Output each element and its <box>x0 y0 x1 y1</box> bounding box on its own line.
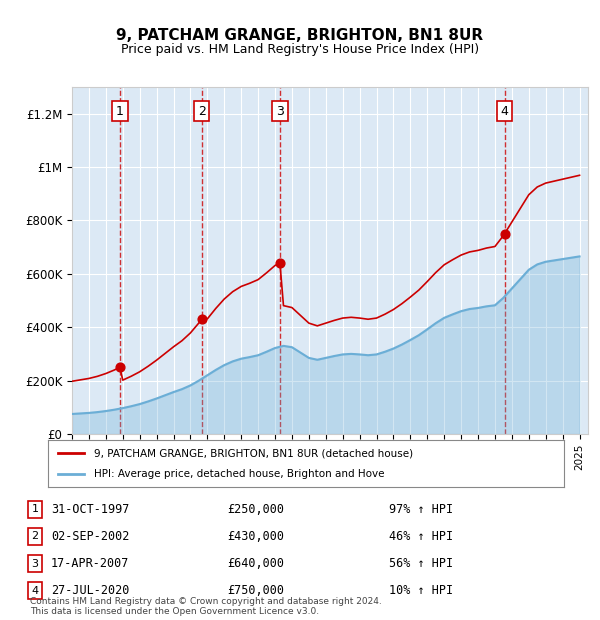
Text: 2: 2 <box>198 105 206 118</box>
Text: 1: 1 <box>32 504 38 515</box>
Text: £750,000: £750,000 <box>227 584 284 597</box>
Text: 10% ↑ HPI: 10% ↑ HPI <box>389 584 454 597</box>
Text: 2: 2 <box>31 531 38 541</box>
Text: Contains HM Land Registry data © Crown copyright and database right 2024.: Contains HM Land Registry data © Crown c… <box>30 598 382 606</box>
Text: 02-SEP-2002: 02-SEP-2002 <box>51 530 130 543</box>
Text: £640,000: £640,000 <box>227 557 284 570</box>
Text: £250,000: £250,000 <box>227 503 284 516</box>
Text: This data is licensed under the Open Government Licence v3.0.: This data is licensed under the Open Gov… <box>30 607 319 616</box>
Text: 27-JUL-2020: 27-JUL-2020 <box>51 584 130 597</box>
Text: £430,000: £430,000 <box>227 530 284 543</box>
Point <box>275 258 285 268</box>
Text: 17-APR-2007: 17-APR-2007 <box>51 557 130 570</box>
Text: 1: 1 <box>116 105 124 118</box>
Text: Price paid vs. HM Land Registry's House Price Index (HPI): Price paid vs. HM Land Registry's House … <box>121 43 479 56</box>
Text: 56% ↑ HPI: 56% ↑ HPI <box>389 557 454 570</box>
Point <box>197 314 206 324</box>
Point <box>500 229 509 239</box>
Text: 4: 4 <box>31 586 38 596</box>
Text: 9, PATCHAM GRANGE, BRIGHTON, BN1 8UR: 9, PATCHAM GRANGE, BRIGHTON, BN1 8UR <box>116 28 484 43</box>
Text: 4: 4 <box>500 105 509 118</box>
Text: 3: 3 <box>276 105 284 118</box>
Text: 31-OCT-1997: 31-OCT-1997 <box>51 503 130 516</box>
Text: 9, PATCHAM GRANGE, BRIGHTON, BN1 8UR (detached house): 9, PATCHAM GRANGE, BRIGHTON, BN1 8UR (de… <box>94 448 413 458</box>
Point <box>115 362 125 372</box>
Text: 97% ↑ HPI: 97% ↑ HPI <box>389 503 454 516</box>
Text: HPI: Average price, detached house, Brighton and Hove: HPI: Average price, detached house, Brig… <box>94 469 385 479</box>
Text: 46% ↑ HPI: 46% ↑ HPI <box>389 530 454 543</box>
Text: 3: 3 <box>32 559 38 569</box>
